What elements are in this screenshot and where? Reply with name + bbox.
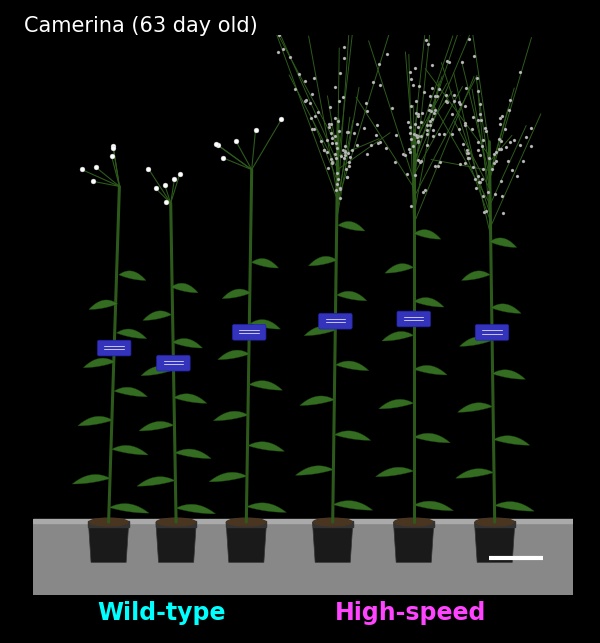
Polygon shape <box>83 358 115 368</box>
Polygon shape <box>78 416 113 426</box>
Ellipse shape <box>89 518 128 526</box>
Polygon shape <box>493 436 530 445</box>
FancyBboxPatch shape <box>475 325 509 340</box>
Polygon shape <box>382 332 414 341</box>
Polygon shape <box>334 431 371 440</box>
Polygon shape <box>490 238 517 248</box>
Bar <box>88 521 129 527</box>
Ellipse shape <box>475 518 514 526</box>
Polygon shape <box>143 311 172 320</box>
Polygon shape <box>475 522 515 563</box>
Bar <box>33 519 573 523</box>
Text: Wild-type: Wild-type <box>98 601 226 625</box>
Polygon shape <box>89 300 118 309</box>
Polygon shape <box>414 433 450 443</box>
Polygon shape <box>218 350 250 359</box>
Polygon shape <box>109 503 149 513</box>
Polygon shape <box>414 230 441 239</box>
Polygon shape <box>414 365 447 375</box>
Polygon shape <box>250 320 280 329</box>
Polygon shape <box>455 469 494 478</box>
Ellipse shape <box>157 518 196 526</box>
Polygon shape <box>114 387 148 397</box>
Polygon shape <box>176 504 215 514</box>
Polygon shape <box>492 370 526 379</box>
Bar <box>33 522 573 595</box>
Polygon shape <box>295 466 334 475</box>
Polygon shape <box>209 473 247 482</box>
Polygon shape <box>249 381 283 390</box>
Text: High-speed: High-speed <box>335 601 487 625</box>
Bar <box>394 521 434 527</box>
Polygon shape <box>376 467 414 476</box>
Polygon shape <box>379 399 414 409</box>
Polygon shape <box>394 522 434 563</box>
Polygon shape <box>304 326 336 336</box>
Polygon shape <box>300 396 335 406</box>
Polygon shape <box>308 257 337 266</box>
Bar <box>156 521 196 527</box>
Polygon shape <box>458 403 493 412</box>
Bar <box>226 521 266 527</box>
Polygon shape <box>251 258 278 268</box>
Polygon shape <box>226 522 266 563</box>
Polygon shape <box>173 394 207 403</box>
Polygon shape <box>72 475 110 484</box>
Polygon shape <box>141 366 173 376</box>
Polygon shape <box>171 283 198 293</box>
Polygon shape <box>119 271 146 280</box>
Polygon shape <box>494 502 534 511</box>
Polygon shape <box>156 522 196 563</box>
FancyBboxPatch shape <box>157 356 190 371</box>
Polygon shape <box>112 446 148 455</box>
Polygon shape <box>335 361 369 370</box>
Polygon shape <box>137 476 175 486</box>
Ellipse shape <box>313 518 352 526</box>
Polygon shape <box>172 338 202 348</box>
Ellipse shape <box>394 518 433 526</box>
Bar <box>313 521 353 527</box>
Polygon shape <box>248 442 284 451</box>
Text: Camerina (63 day old): Camerina (63 day old) <box>24 16 258 36</box>
Bar <box>475 521 515 527</box>
Ellipse shape <box>227 518 266 526</box>
Polygon shape <box>414 501 454 511</box>
FancyBboxPatch shape <box>319 313 352 329</box>
Polygon shape <box>338 221 365 231</box>
Polygon shape <box>116 329 146 339</box>
Polygon shape <box>337 291 367 301</box>
Polygon shape <box>333 501 373 510</box>
FancyBboxPatch shape <box>397 311 430 327</box>
FancyBboxPatch shape <box>232 325 266 340</box>
FancyBboxPatch shape <box>97 340 131 356</box>
Polygon shape <box>247 503 286 512</box>
Polygon shape <box>313 522 353 563</box>
Polygon shape <box>175 449 211 458</box>
Polygon shape <box>222 289 251 298</box>
Polygon shape <box>461 271 490 280</box>
Polygon shape <box>88 522 129 563</box>
Polygon shape <box>214 412 248 421</box>
Polygon shape <box>491 304 521 313</box>
Polygon shape <box>385 264 414 273</box>
Polygon shape <box>460 337 491 347</box>
Polygon shape <box>414 298 444 307</box>
Polygon shape <box>139 421 174 431</box>
